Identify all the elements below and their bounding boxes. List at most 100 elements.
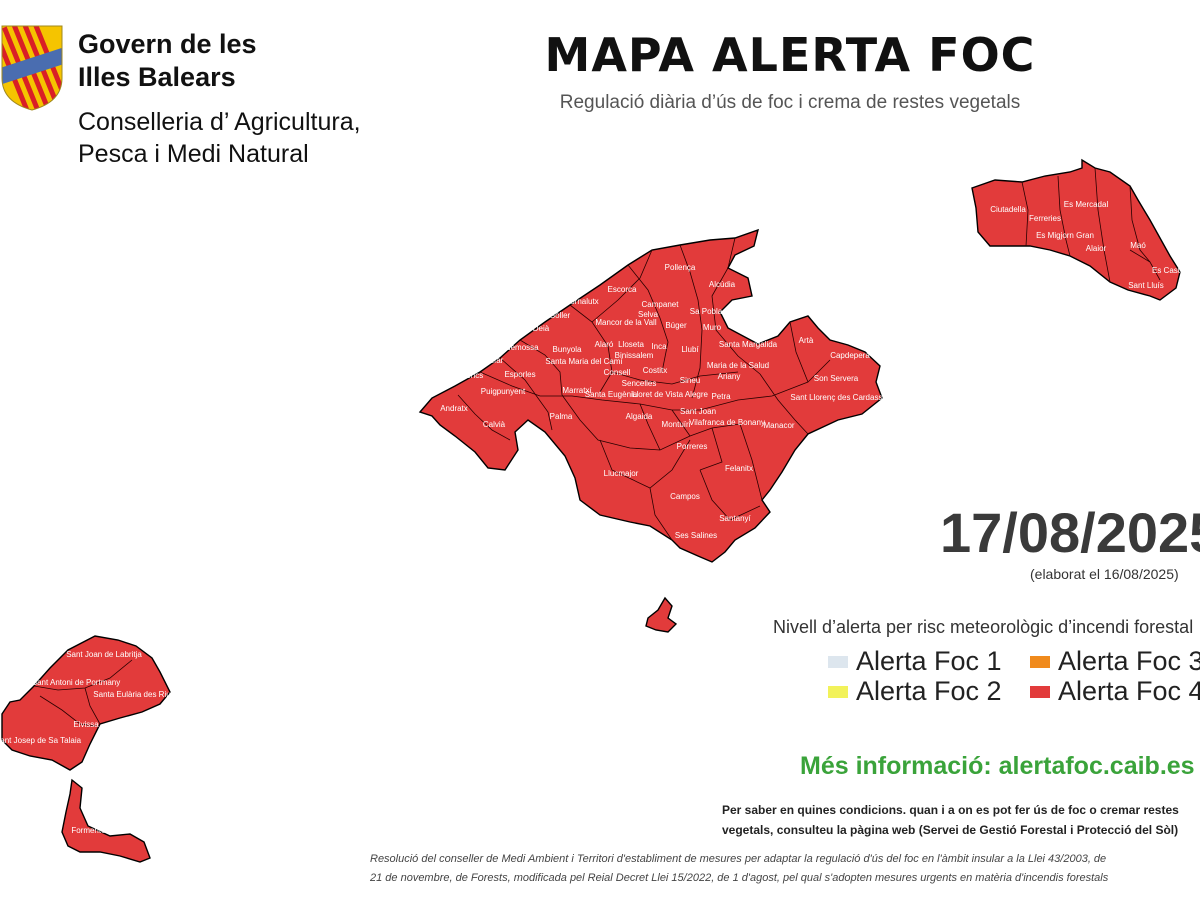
ibiza-shape xyxy=(1,635,171,771)
label-alaior: Alaior xyxy=(1086,244,1107,253)
label-lloret-de-vista-alegre: Lloret de Vista Alegre xyxy=(632,390,708,399)
label-capdepera: Capdepera xyxy=(830,351,870,360)
label-es-mercadal: Es Mercadal xyxy=(1064,200,1109,209)
legend-label-2: Alerta Foc 2 xyxy=(856,676,1002,706)
mallorca-municipal-borders xyxy=(457,237,831,541)
pitiuses-islands xyxy=(1,635,171,863)
formentera-shape xyxy=(61,778,151,863)
label-llucmajor: Llucmajor xyxy=(604,469,639,478)
label-palma: Palma xyxy=(550,412,573,421)
label-marratxi: Marratxí xyxy=(562,386,592,395)
label-sant-llorenc-des-cardassar: Sant Llorenç des Cardassar xyxy=(790,393,890,402)
label-ariany: Ariany xyxy=(718,372,741,381)
menorca-shape xyxy=(971,158,1181,301)
legend-item-4: Alerta Foc 4 xyxy=(1030,676,1200,707)
cabrera-shape xyxy=(645,596,678,633)
label-sineu: Sineu xyxy=(680,376,700,385)
legend-swatch-2 xyxy=(828,685,848,698)
more-info-link[interactable]: Més informació: alertafoc.caib.es xyxy=(800,752,1195,780)
department-line1: Conselleria d’ Agricultura, xyxy=(78,108,361,136)
label-manacor: Manacor xyxy=(763,421,794,430)
org-name: Govern de les Illes Balears xyxy=(78,28,257,94)
info-note: Per saber en quines condicions. quan i a… xyxy=(722,800,1179,840)
label-alaro: Alaró xyxy=(595,340,614,349)
label-ciutadella: Ciutadella xyxy=(990,205,1026,214)
label-sant-joan: Sant Joan xyxy=(680,407,716,416)
label-santa-eugenia: Santa Eugènia xyxy=(585,390,638,399)
label-santa-maria-del-cami: Santa Maria del Camí xyxy=(545,357,623,366)
label-pollenca: Pollença xyxy=(665,263,696,272)
legal-text-line2: 21 de novembre, de Forests, modificada p… xyxy=(370,872,1109,884)
municipality-labels: Pollença Alcúdia Escorca Fornalutx SóllerDei… xyxy=(0,200,1188,835)
page-title: MAPA ALERTA FOC xyxy=(544,28,1036,82)
label-ses-salines: Ses Salines xyxy=(675,531,717,540)
menorca-municipal-borders xyxy=(1021,167,1161,283)
label-sant-lluis: Sant Lluís xyxy=(1128,281,1164,290)
label-maria-de-la-salud: Maria de la Salud xyxy=(707,361,769,370)
legend-label-3: Alerta Foc 3 xyxy=(1058,646,1200,676)
department-name: Conselleria d’ Agricultura, Pesca i Medi… xyxy=(78,106,361,170)
page-subtitle: Regulació diària d’ús de foc i crema de … xyxy=(559,92,1021,113)
label-sant-antoni-de-portmany: Sant Antoni de Portmany xyxy=(32,678,121,687)
mallorca-island xyxy=(418,228,883,633)
label-sant-josep-de-sa-talaia: Sant Josep de Sa Talaia xyxy=(0,736,82,745)
legend-title: Nivell d’alerta per risc meteorològic d’… xyxy=(773,617,1194,637)
label-campanet: Campanet xyxy=(642,300,680,309)
label-sant-joan-de-labritja: Sant Joan de Labritja xyxy=(66,650,142,659)
info-note-line1: Per saber en quines condicions. quan i a… xyxy=(722,803,1179,817)
label-felanitx: Felanitx xyxy=(725,464,753,473)
label-calvia: Calvià xyxy=(483,420,506,429)
label-estellencs: Estellencs xyxy=(447,371,483,380)
legend-label-1: Alerta Foc 1 xyxy=(856,646,1002,676)
alert-date: 17/08/2025 xyxy=(940,501,1200,564)
label-consell: Consell xyxy=(604,368,631,377)
legend-item-2: Alerta Foc 2 xyxy=(828,676,1002,707)
label-sa-pobla: Sa Pobla xyxy=(690,307,723,316)
label-ferreries: Ferreries xyxy=(1029,214,1061,223)
label-binissalem: Binissalem xyxy=(615,351,654,360)
label-santa-margalida: Santa Margalida xyxy=(719,340,778,349)
legal-text-line1: Resolució del conseller de Medi Ambient … xyxy=(370,853,1107,865)
label-mao: Maó xyxy=(1130,241,1146,250)
legend-swatch-3 xyxy=(1030,655,1050,668)
label-alcudia: Alcúdia xyxy=(709,280,736,289)
label-llubi: Llubí xyxy=(681,345,699,354)
mallorca-shape xyxy=(418,228,883,563)
label-formentera: Formentera xyxy=(71,826,113,835)
label-escorca: Escorca xyxy=(608,285,637,294)
label-inca: Inca xyxy=(651,342,667,351)
org-name-line1: Govern de les xyxy=(78,29,257,59)
label-selva: Selva xyxy=(638,310,659,319)
label-soller: Sóller xyxy=(550,311,571,320)
label-bunyola: Bunyola xyxy=(553,345,582,354)
label-montuiri: Montuïri xyxy=(662,420,691,429)
label-es-migjorn-gran: Es Migjorn Gran xyxy=(1036,231,1094,240)
label-esporles: Esporles xyxy=(504,370,535,379)
label-vilafranca-de-bonany: Vilafranca de Bonany xyxy=(689,418,765,427)
label-andratx: Andratx xyxy=(440,404,468,413)
label-puigpunyent: Puigpunyent xyxy=(481,387,526,396)
label-mancor-de-la-vall: Mancor de la Vall xyxy=(595,318,656,327)
label-buger: Búger xyxy=(665,321,687,330)
label-es-castell: Es Castell xyxy=(1152,266,1188,275)
label-costitx: Costitx xyxy=(643,366,667,375)
label-valldemossa: Valldemossa xyxy=(493,343,539,352)
elaboration-date: (elaborat el 16/08/2025) xyxy=(1030,566,1179,582)
legal-text: Resolució del conseller de Medi Ambient … xyxy=(370,850,1108,888)
label-fornalutx: Fornalutx xyxy=(565,297,598,306)
info-note-line2: vegetals, consulteu la pàgina web (Serve… xyxy=(722,823,1179,837)
label-santa-eularia-des-riu: Santa Eulària des Riu xyxy=(93,690,170,699)
legend-item-1: Alerta Foc 1 xyxy=(828,646,1002,677)
label-arta: Artà xyxy=(799,336,814,345)
legend-swatch-4 xyxy=(1030,685,1050,698)
label-muro: Muro xyxy=(703,323,722,332)
govern-logo xyxy=(1,25,63,111)
legend-label-4: Alerta Foc 4 xyxy=(1058,676,1200,706)
legend-item-3: Alerta Foc 3 xyxy=(1030,646,1200,677)
label-petra: Petra xyxy=(711,392,731,401)
label-banyalbufar: Banyalbufar xyxy=(461,356,504,365)
ibiza-municipal-borders xyxy=(33,659,133,727)
label-santanyi: Santanyí xyxy=(719,514,751,523)
menorca-island xyxy=(971,158,1181,301)
